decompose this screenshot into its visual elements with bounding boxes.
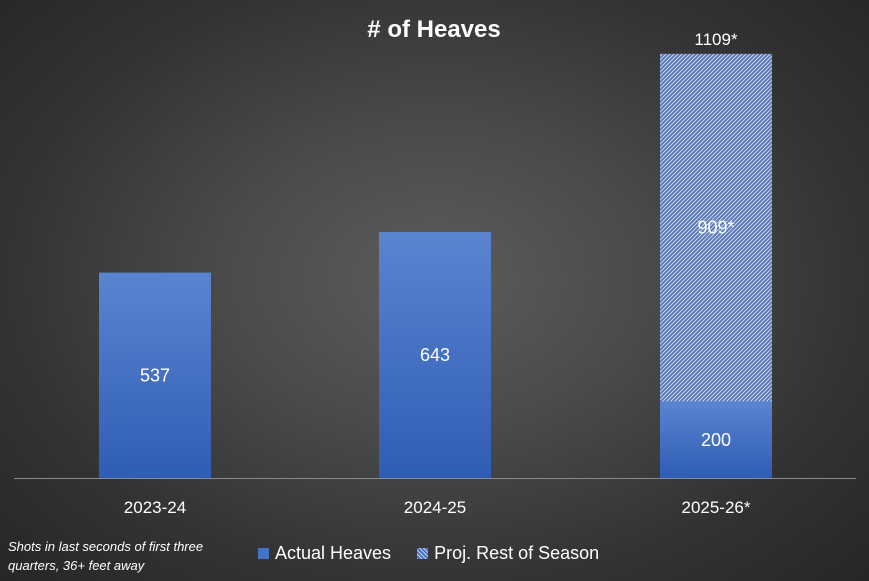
bar-actual-2023-24	[99, 272, 211, 478]
legend: Actual Heaves Proj. Rest of Season	[258, 543, 625, 564]
x-tick-labels: 2023-24 2024-25 2025-26*	[124, 498, 751, 517]
x-tick-2023-24: 2023-24	[124, 498, 186, 517]
data-label-projected-2025-26*: 909*	[697, 218, 734, 238]
legend-swatch-actual	[258, 548, 269, 559]
bar-projected-2025-26*	[660, 53, 772, 402]
total-label-2025-26*: 1109*	[694, 30, 738, 49]
chart-title: # of Heaves	[367, 16, 500, 43]
bar-actual-2025-26*	[660, 401, 772, 478]
x-tick-2024-25: 2024-25	[404, 498, 466, 517]
data-label-actual-2025-26*: 200	[701, 430, 731, 450]
legend-label-actual: Actual Heaves	[275, 543, 392, 563]
bars-group: 537 643 200 909* 1109*	[99, 30, 772, 478]
data-label-actual-2024-25: 643	[420, 345, 450, 365]
bar-actual-2024-25	[379, 232, 491, 478]
legend-item-actual: Actual Heaves	[258, 543, 391, 564]
legend-item-projected: Proj. Rest of Season	[417, 543, 599, 564]
legend-label-projected: Proj. Rest of Season	[434, 543, 600, 563]
x-tick-2025-26*: 2025-26*	[681, 498, 750, 517]
footnote: Shots in last seconds of first three qua…	[8, 539, 204, 573]
legend-swatch-projected	[417, 548, 429, 559]
data-label-actual-2023-24: 537	[140, 365, 170, 385]
